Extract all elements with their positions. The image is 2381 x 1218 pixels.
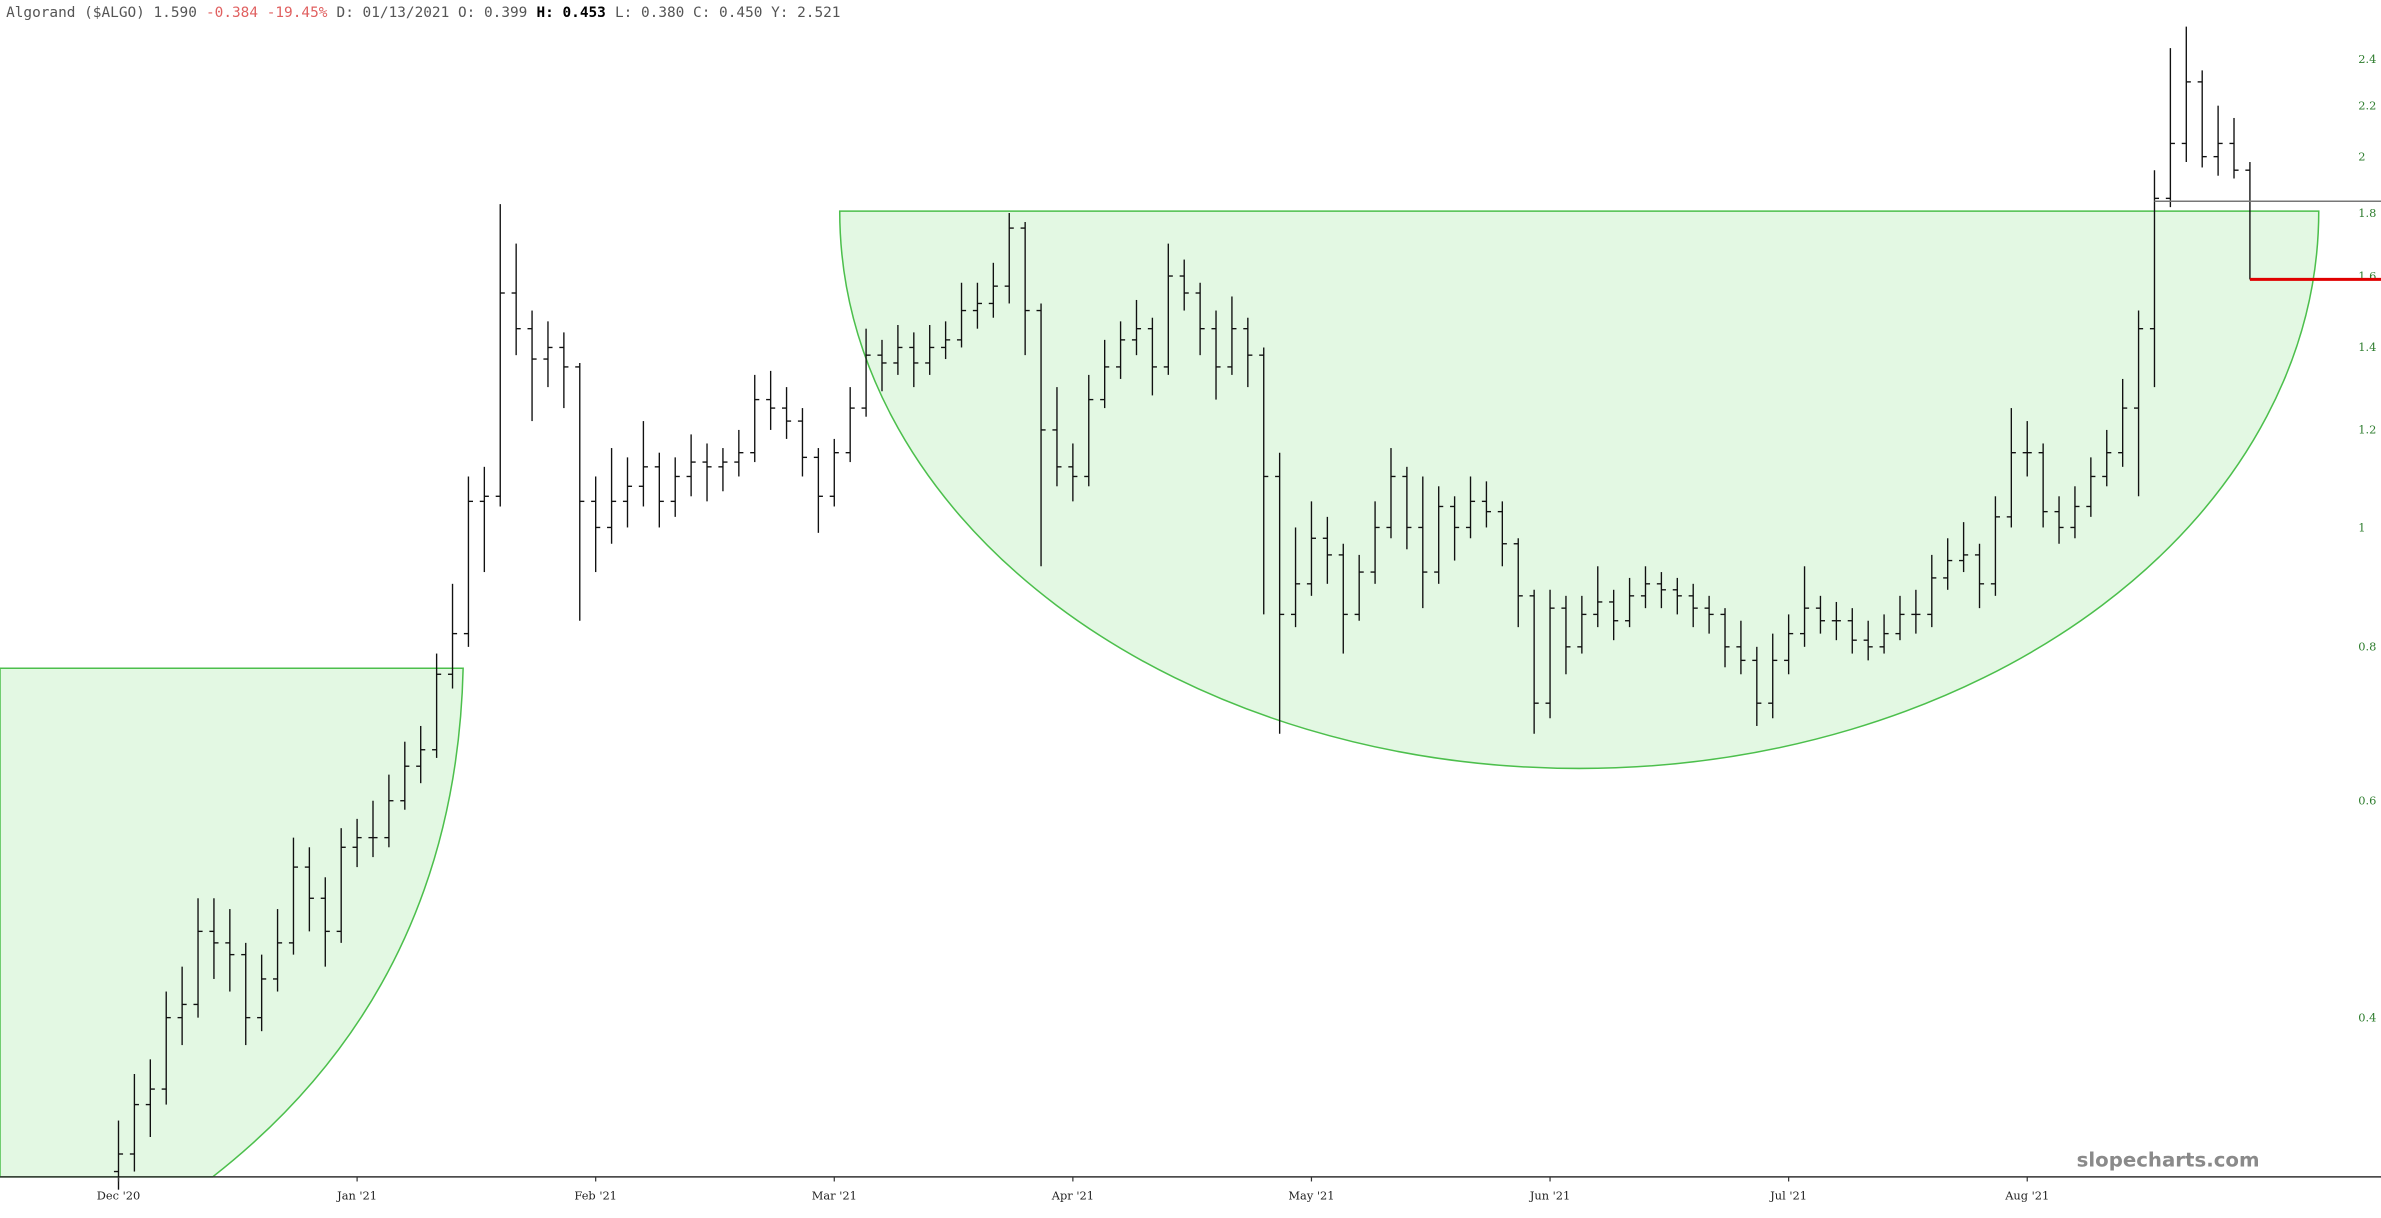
x-tick-label: Jul '21 [1769,1189,1807,1203]
bars [113,26,2255,1190]
y-tick-label: 1.4 [2358,340,2376,354]
x-tick-label: Dec '20 [97,1189,140,1203]
x-tick-label: Jun '21 [1529,1189,1570,1203]
x-tick-label: Aug '21 [2004,1189,2049,1203]
rounding-pattern [0,667,464,1178]
y-tick-label: 1 [2358,520,2365,534]
y-tick-label: 0.4 [2358,1010,2376,1024]
y-tick-label: 2.4 [2358,52,2376,66]
y-tick-label: 0.6 [2358,794,2376,808]
watermark: slopecharts.com [2077,1148,2260,1171]
header: Algorand ($ALGO) 1.590 -0.384 -19.45% D: 0… [6,5,840,21]
header-field: D: 01/13/2021 O: 0.399 [337,5,528,21]
header-field: L: 0.380 C: 0.450 Y: 2.521 [615,5,841,21]
header-field: H: 0.453 [536,5,605,21]
y-tick-label: 0.8 [2358,640,2376,654]
x-tick-label: Apr '21 [1051,1189,1094,1203]
x-tick-label: May '21 [1288,1189,1334,1203]
header-field: Algorand ($ALGO) 1.590 [6,5,197,21]
x-tick-label: Jan '21 [336,1189,377,1203]
header-field: -0.384 -19.45% [206,5,328,21]
x-tick-label: Feb '21 [574,1189,617,1203]
y-tick-label: 1.8 [2358,206,2376,220]
y-tick-label: 2.2 [2358,98,2376,112]
y-tick-label: 2 [2358,149,2365,163]
cup-pattern [838,210,2320,770]
y-tick-label: 1.2 [2358,423,2376,437]
x-tick-label: Mar '21 [812,1189,857,1203]
